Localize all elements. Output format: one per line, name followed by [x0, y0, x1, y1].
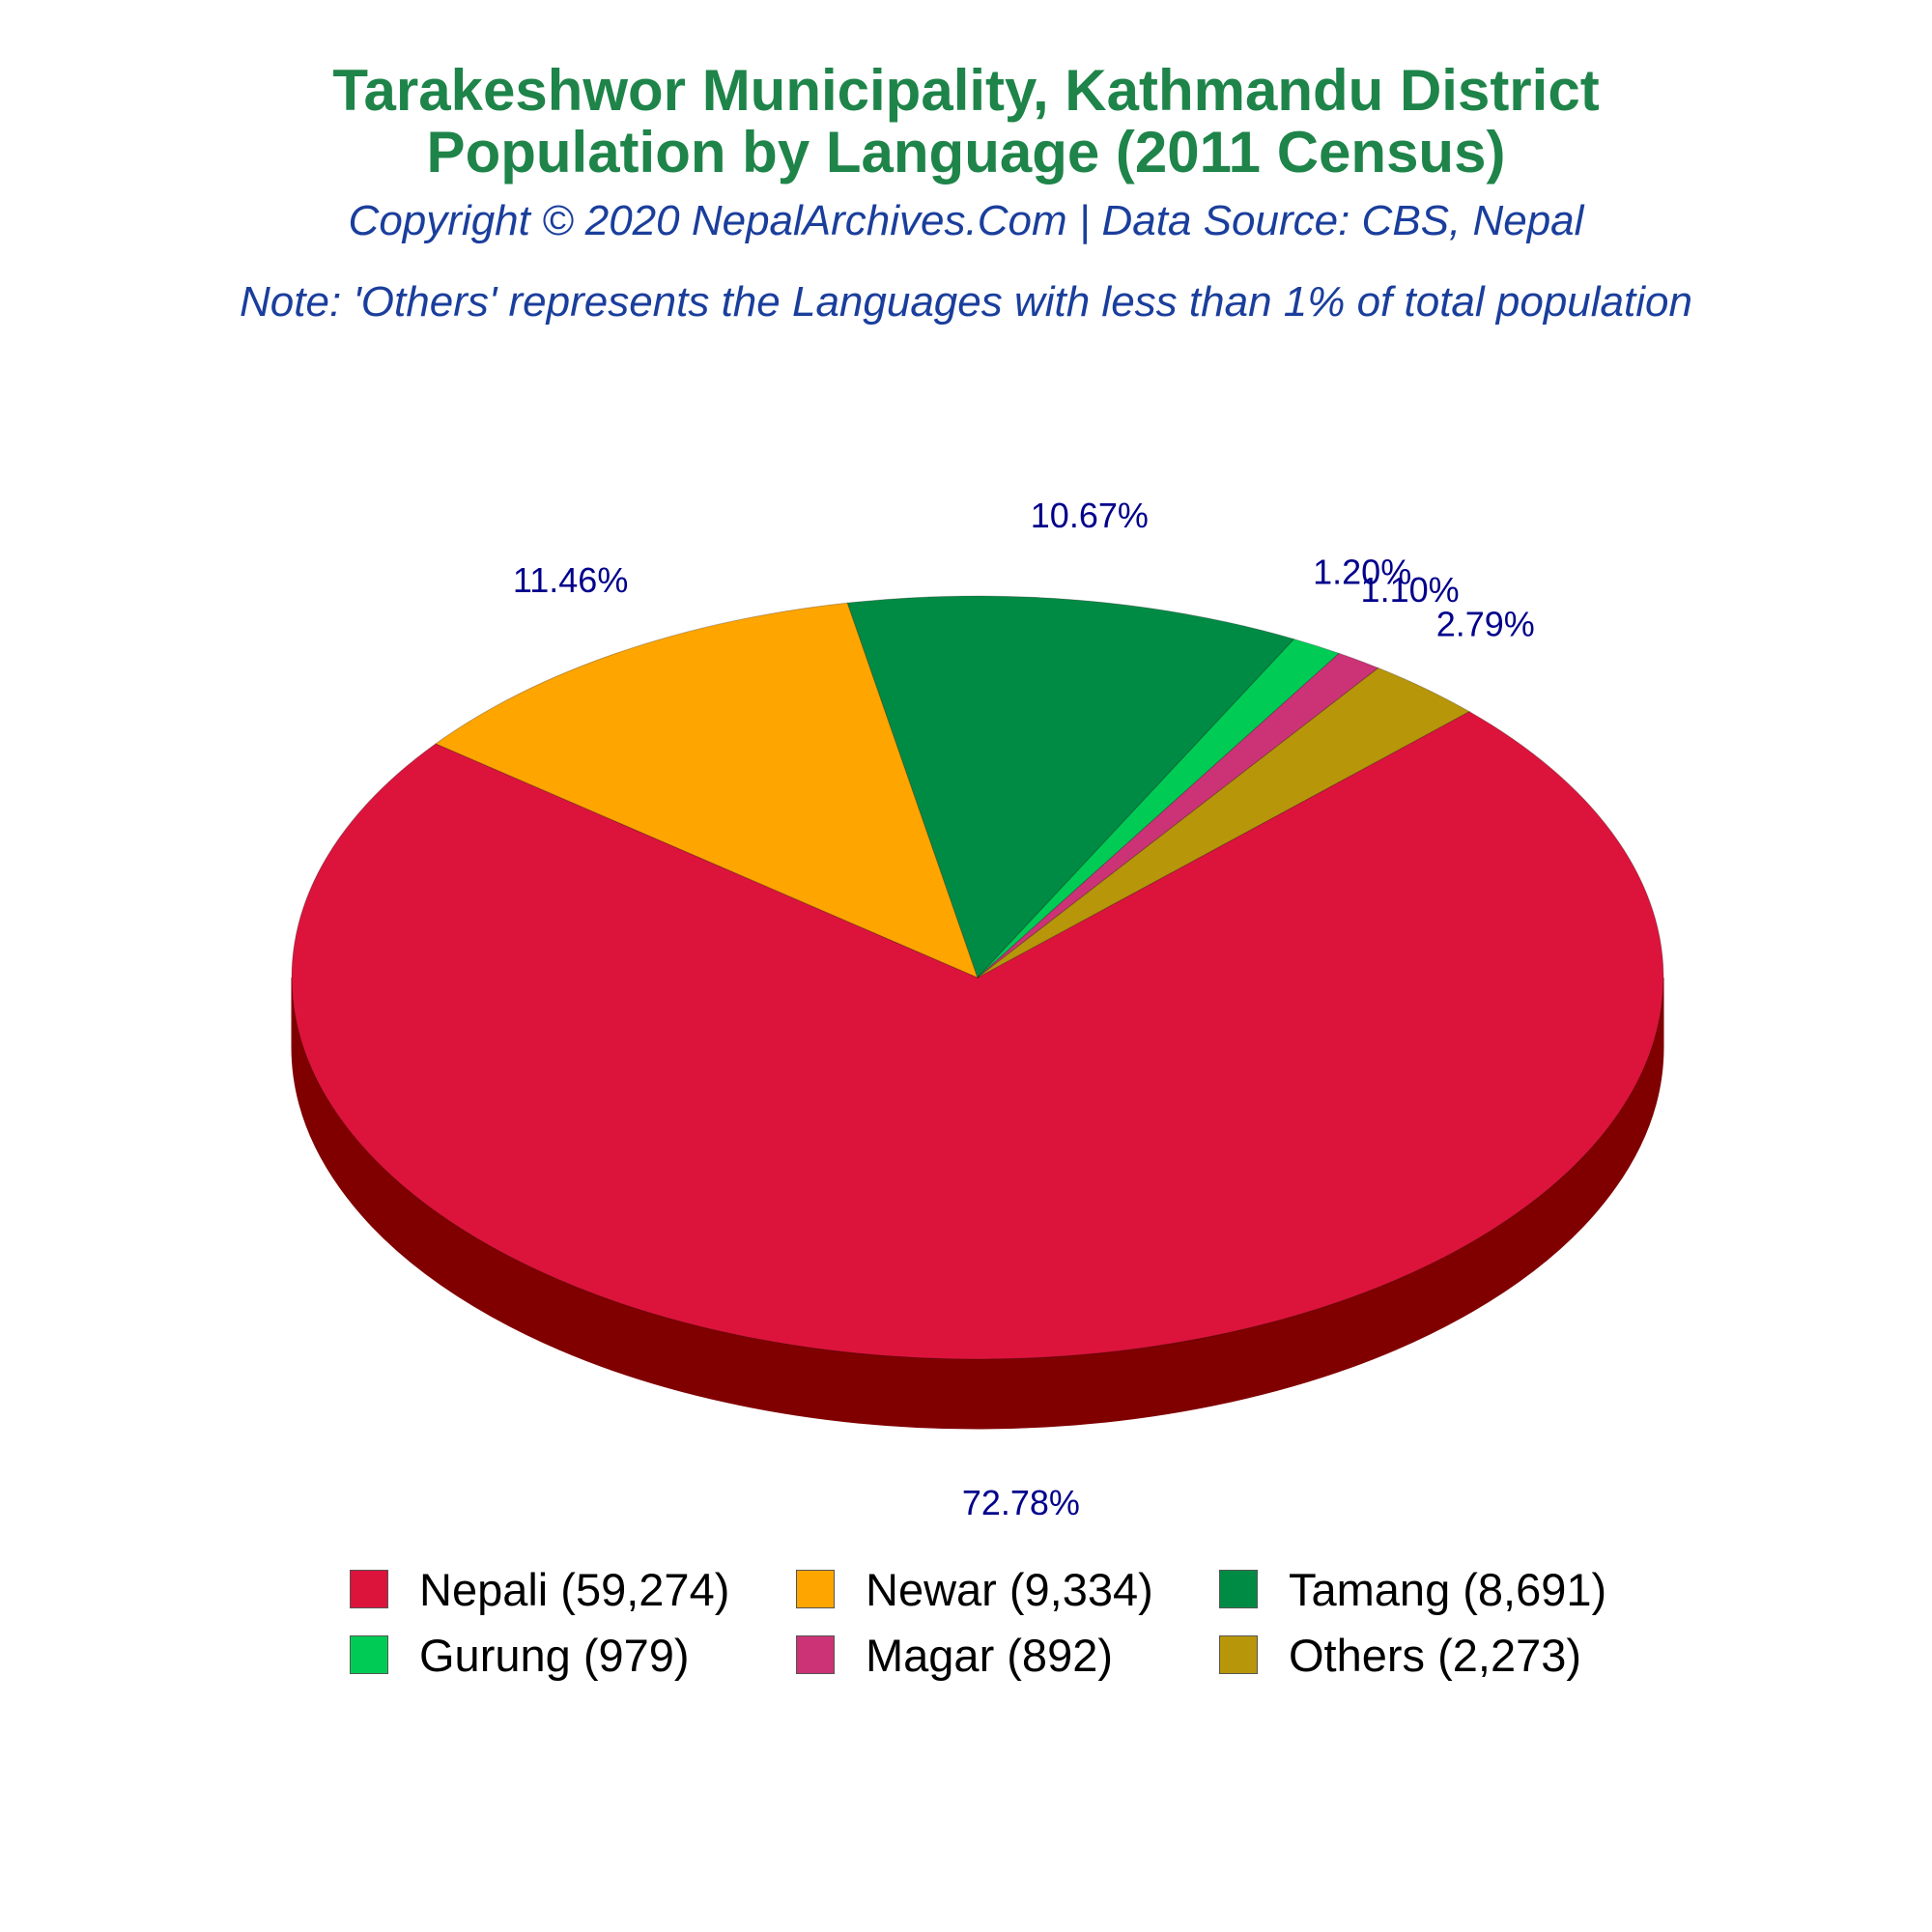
legend-swatch-others: [1219, 1635, 1258, 1674]
chart-legend: Nepali (59,274) Newar (9,334) Tamang (8,…: [350, 1561, 1702, 1683]
legend-item-gurung: Gurung (979): [350, 1627, 796, 1683]
legend-label-tamang: Tamang (8,691): [1289, 1563, 1607, 1615]
legend-item-nepali: Nepali (59,274): [350, 1561, 796, 1617]
chart-title-line1: Tarakeshwor Municipality, Kathmandu Dist…: [332, 58, 1600, 123]
legend-swatch-gurung: [350, 1635, 388, 1674]
pie-slice-tamang: [846, 595, 1295, 979]
pie-slice-newar: [435, 602, 979, 979]
legend-label-others: Others (2,273): [1289, 1629, 1582, 1681]
chart-title-line2: Population by Language (2011 Census): [426, 120, 1506, 185]
pie-slice-others: [977, 667, 1471, 979]
legend-label-nepali: Nepali (59,274): [419, 1563, 730, 1615]
pie-label-nepali: 72.78%: [962, 1483, 1080, 1522]
pie-label-magar: 1.10%: [1361, 570, 1460, 610]
legend-label-magar: Magar (892): [866, 1629, 1113, 1681]
pie-slice-nepali: [291, 711, 1664, 1360]
legend-item-others: Others (2,273): [1219, 1627, 1625, 1683]
legend-swatch-magar: [796, 1635, 835, 1674]
chart-header: Tarakeshwor Municipality, Kathmandu Dist…: [0, 60, 1932, 327]
pie-label-others: 2.79%: [1436, 605, 1535, 644]
chart-subtitle: Copyright © 2020 NepalArchives.Com | Dat…: [348, 197, 1584, 244]
legend-label-gurung: Gurung (979): [419, 1629, 690, 1681]
pie-label-newar: 11.46%: [513, 560, 628, 600]
pie-slices: [291, 595, 1664, 1360]
legend-swatch-tamang: [1219, 1570, 1258, 1608]
chart-note: Note: 'Others' represents the Languages …: [240, 278, 1692, 326]
pie-label-gurung: 1.20%: [1313, 552, 1411, 591]
legend-swatch-newar: [796, 1570, 835, 1608]
legend-swatch-nepali: [350, 1570, 388, 1608]
pie-slice-gurung: [977, 639, 1341, 979]
legend-item-magar: Magar (892): [796, 1627, 1219, 1683]
legend-label-newar: Newar (9,334): [866, 1563, 1153, 1615]
legend-item-tamang: Tamang (8,691): [1219, 1561, 1625, 1617]
legend-item-newar: Newar (9,334): [796, 1561, 1219, 1617]
pie-percent-labels: 72.78% 11.46% 10.67% 1.20%1.10%2.79%: [513, 496, 1535, 1522]
pie-slice-magar: [977, 652, 1379, 979]
pie-label-tamang: 10.67%: [1031, 496, 1149, 535]
